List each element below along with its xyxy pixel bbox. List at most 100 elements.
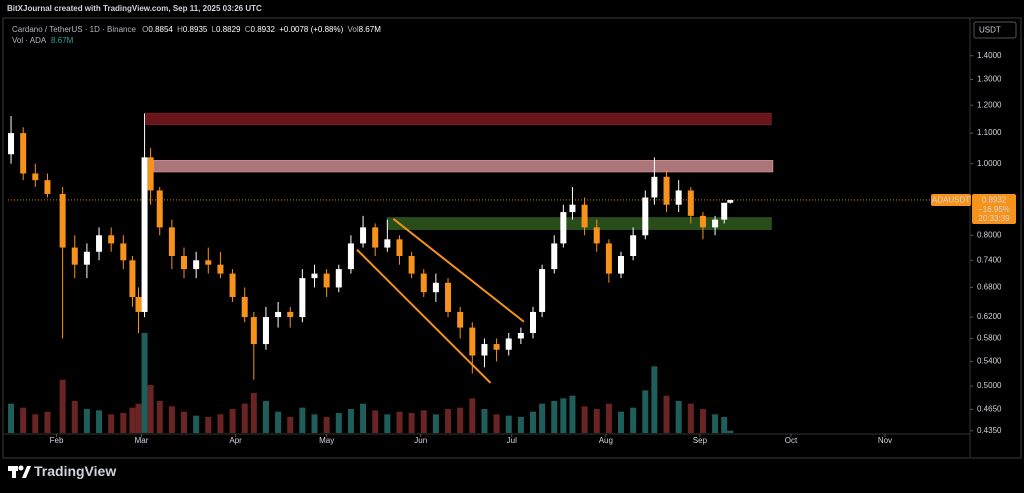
candle-body — [675, 190, 682, 205]
candle-body — [156, 190, 163, 228]
candle-body — [44, 180, 51, 194]
ticker: ADAUSDT — [932, 196, 970, 205]
y-tick-label: 0.7400 — [977, 255, 1002, 264]
volume-bar — [372, 410, 379, 433]
zone — [145, 112, 772, 125]
volume-bar — [141, 333, 148, 433]
candle-body — [630, 235, 637, 257]
volume-bar — [250, 393, 257, 433]
volume-bar — [229, 409, 236, 433]
candle-body — [108, 235, 115, 244]
x-tick-label: Oct — [785, 436, 798, 445]
volume-bar — [129, 407, 136, 433]
candle-body — [727, 199, 734, 203]
volume-bar — [193, 415, 200, 433]
y-tick-label: 0.5800 — [977, 334, 1002, 343]
candle-body — [181, 256, 188, 270]
legend-volume: 8.67M — [359, 25, 382, 34]
volume-bar — [432, 414, 439, 433]
watermark-header: BitXJournal created with TradingView.com… — [7, 4, 262, 13]
candle-body — [530, 311, 537, 333]
candle-body — [275, 311, 282, 318]
volume-title: Vol · ADA — [12, 36, 47, 45]
legend-key: O — [142, 25, 148, 34]
x-tick-label: Feb — [50, 436, 64, 445]
x-tick-label: Nov — [878, 436, 892, 445]
x-tick-label: Sep — [693, 436, 708, 445]
candle-body — [642, 197, 649, 236]
candle-body — [32, 173, 39, 181]
y-tick-label: 0.5400 — [977, 357, 1002, 366]
legend-change: +0.0078 (+0.88%) — [279, 25, 343, 34]
candle-body — [493, 344, 500, 350]
candle-body — [241, 297, 248, 318]
candle-body — [193, 260, 200, 270]
candle-body — [712, 219, 719, 228]
candle-body — [605, 243, 612, 274]
volume-bar — [262, 401, 269, 433]
candle-body — [396, 239, 403, 257]
x-tick-label: Apr — [229, 436, 242, 445]
chart-frame — [2, 17, 1022, 459]
candle-body — [360, 227, 367, 244]
candle-body — [687, 190, 694, 216]
volume-bar — [299, 407, 306, 433]
volume-bar — [675, 401, 682, 433]
trend-line — [356, 248, 492, 384]
volume-bar — [156, 401, 163, 433]
candle-body — [168, 227, 175, 257]
volume-bar — [605, 403, 612, 433]
volume-bar — [481, 409, 488, 433]
candle-body — [420, 273, 427, 293]
candle-body — [560, 212, 567, 244]
candle-body — [129, 260, 136, 298]
candle-body — [96, 235, 103, 252]
volume-bar — [287, 417, 294, 433]
candle-body — [457, 311, 464, 328]
change-percent: −16.95% — [978, 205, 1010, 214]
zone — [153, 160, 774, 173]
legend-open: 0.8854 — [148, 25, 173, 34]
y-tick-label: 0.6200 — [977, 312, 1002, 321]
volume-bar — [311, 414, 318, 433]
candle-body — [384, 239, 391, 248]
volume-bar — [323, 417, 330, 433]
x-tick-label: Aug — [599, 436, 613, 445]
volume-bar — [581, 406, 588, 433]
volume-bar — [630, 407, 637, 433]
candle-body — [663, 176, 670, 205]
volume-bar — [217, 414, 224, 433]
candle-body — [372, 227, 379, 248]
candle-body — [262, 317, 269, 345]
price-box — [972, 194, 1016, 224]
legend-line: Cardano / TetherUS · 1D · Binance O0.885… — [12, 25, 381, 34]
volume-bar — [71, 401, 78, 433]
candle-body — [469, 327, 476, 356]
volume-bar — [168, 406, 175, 433]
logo-shape — [18, 465, 24, 471]
candle-body — [593, 227, 600, 244]
brand: TradingView — [34, 463, 116, 479]
volume-bar — [699, 409, 706, 433]
y-tick-label: 0.8000 — [977, 230, 1002, 239]
candle-body — [581, 204, 588, 228]
volume-bar — [347, 409, 354, 433]
volume-bar — [108, 414, 115, 433]
volume-bar — [32, 414, 39, 433]
candle-body — [141, 157, 148, 312]
volume-bar — [96, 410, 103, 433]
candle-body — [299, 278, 306, 318]
volume-bar — [505, 415, 512, 433]
logo-shape — [22, 466, 31, 478]
candle-body — [335, 269, 342, 288]
volume-bar — [205, 417, 212, 433]
volume-bar — [551, 401, 558, 433]
logo-shape — [12, 466, 16, 478]
volume-bar — [560, 398, 567, 433]
candle-body — [651, 176, 658, 198]
candle-body — [517, 332, 524, 339]
brand-logo: TradingView — [8, 463, 116, 479]
y-tick-label: 1.1000 — [977, 128, 1002, 137]
candle-body — [481, 344, 488, 356]
